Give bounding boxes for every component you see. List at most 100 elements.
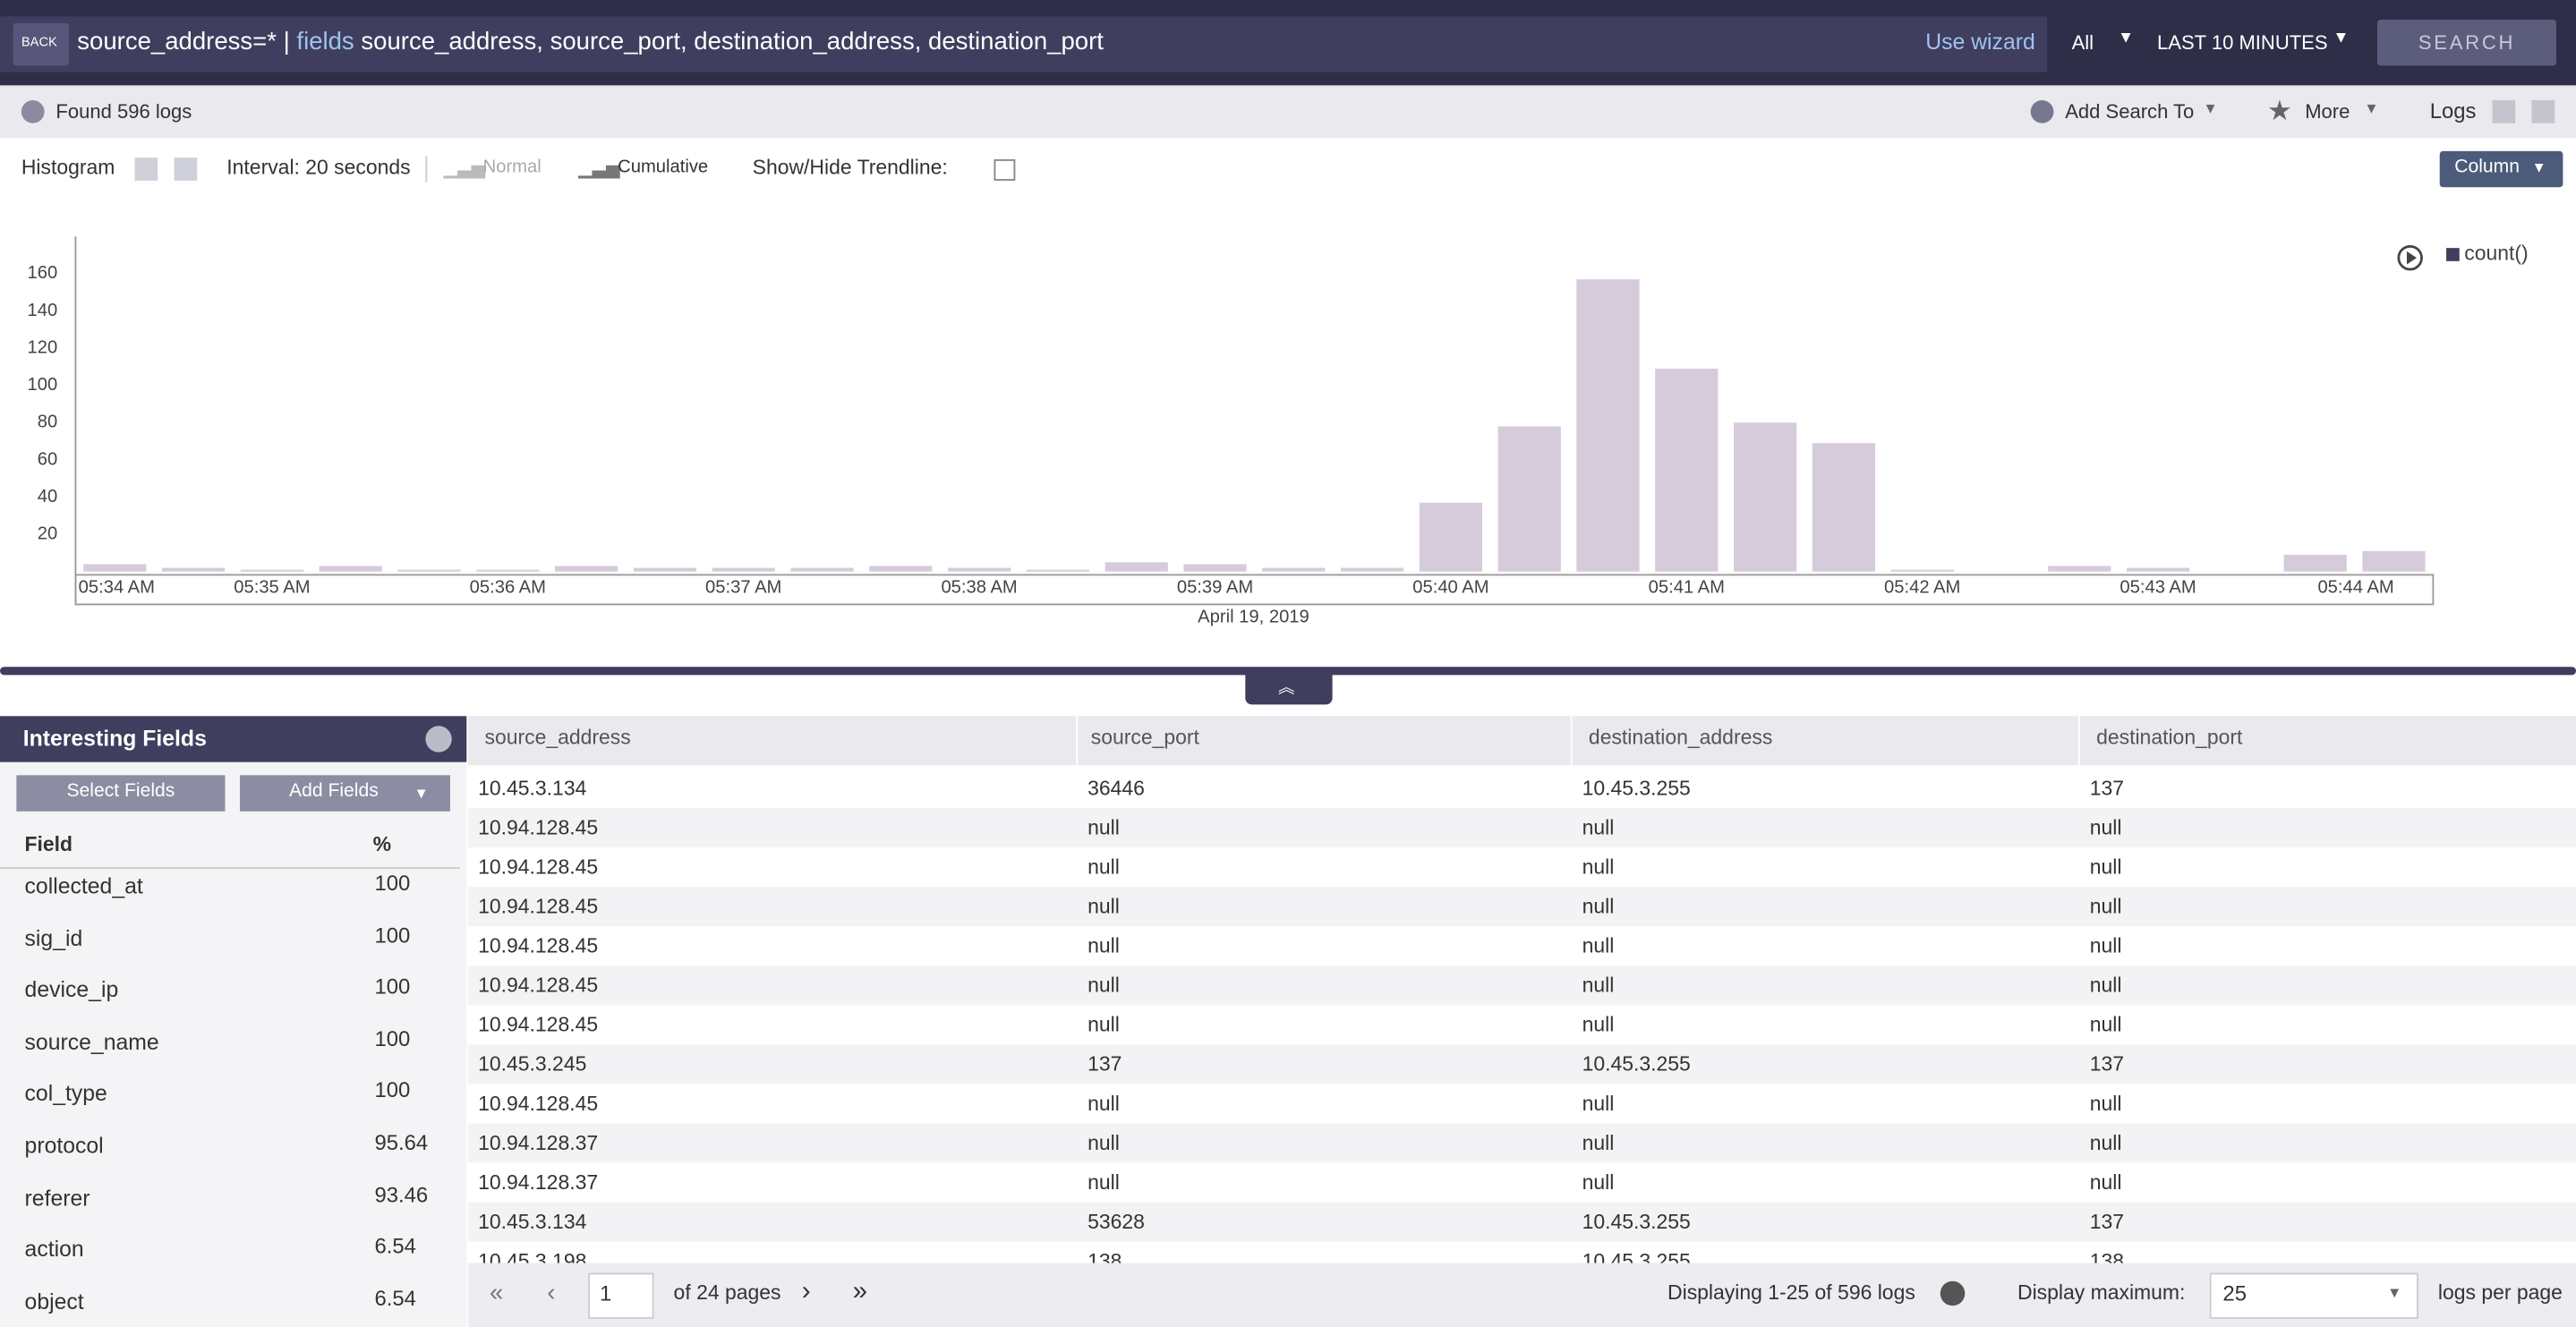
select-fields[interactable]: Select Fields (66, 781, 175, 802)
column-divider (1076, 716, 1079, 766)
divider[interactable] (0, 667, 2576, 676)
query-box[interactable] (0, 16, 2048, 72)
collapse-panel[interactable] (425, 726, 452, 753)
field-name: action (24, 1237, 84, 1263)
x-tick-label: 05:42 AM (1884, 577, 1960, 597)
add-fields-caret[interactable]: ▼ (414, 785, 429, 802)
field-percent: 95.64 (374, 1129, 429, 1155)
bar (1262, 567, 1326, 572)
histogram-label: Histogram (21, 156, 115, 180)
first-page[interactable]: « (489, 1279, 504, 1308)
trendline-checkbox[interactable] (994, 159, 1016, 181)
found-count: Found 596 logs (55, 99, 192, 123)
time-caret[interactable]: ▼ (2333, 30, 2350, 48)
add-fields-button[interactable] (239, 775, 450, 812)
max-select[interactable] (2209, 1272, 2418, 1319)
table-cell: null (1088, 895, 1120, 919)
add-fields[interactable]: Add Fields (289, 781, 379, 802)
column-label[interactable]: Column (2454, 157, 2520, 178)
field-name: referer (24, 1185, 90, 1211)
star-icon[interactable]: ★ (2266, 95, 2292, 127)
time-range[interactable]: LAST 10 MINUTES (2157, 30, 2328, 55)
column-button[interactable] (2439, 150, 2563, 188)
table-cell: null (1088, 855, 1120, 879)
column-header: destination_address (1588, 726, 1773, 749)
scope-caret[interactable]: ▼ (2117, 30, 2135, 48)
more-caret[interactable]: ▼ (2364, 99, 2379, 117)
bar (1105, 562, 1168, 572)
cumulative-icon[interactable]: ▁▃▅ (578, 159, 620, 180)
field-percent: 100 (374, 1025, 411, 1051)
cumulative[interactable]: Cumulative (618, 157, 709, 178)
y-tick-label: 40 (38, 487, 57, 506)
add-search-to[interactable]: Add Search To (2065, 99, 2195, 123)
bar (1419, 502, 1483, 572)
field-percent: 100 (374, 974, 411, 1000)
x-tick-label: 05:39 AM (1177, 577, 1253, 597)
table-cell: 36446 (1088, 777, 1145, 800)
field-name: device_ip (24, 977, 119, 1002)
legend-label: count() (2464, 242, 2528, 265)
row-stripe (468, 1202, 2576, 1242)
next-page[interactable]: › (801, 1278, 811, 1306)
column-caret[interactable]: ▼ (2531, 159, 2546, 176)
use-wizard[interactable]: Use wizard (1925, 30, 2035, 55)
collapse-icon[interactable]: ︽ (1278, 679, 1295, 699)
normal[interactable]: Normal (482, 157, 542, 178)
table-cell: null (1582, 855, 1615, 879)
bar (2126, 567, 2190, 572)
layout-split[interactable] (2492, 99, 2516, 123)
max-caret[interactable]: ▼ (2386, 1284, 2402, 1301)
table-cell: null (2089, 816, 2122, 839)
y-tick-label: 140 (28, 301, 58, 320)
max-value[interactable]: 25 (2222, 1280, 2247, 1306)
back-button[interactable] (13, 22, 70, 66)
table-header (468, 716, 2576, 766)
add-caret[interactable]: ▼ (2203, 99, 2218, 117)
query[interactable]: source_address=* | fields source_address… (77, 28, 1104, 55)
last-page[interactable]: » (852, 1278, 867, 1306)
layout-full[interactable] (2531, 99, 2555, 123)
column-divider (2077, 716, 2080, 766)
play-icon[interactable] (2397, 244, 2423, 271)
table-cell: null (1582, 1013, 1615, 1037)
search-label[interactable]: SEARCH (2418, 30, 2516, 55)
bar (1733, 422, 1797, 572)
prev-page[interactable]: ‹ (547, 1279, 556, 1308)
scope[interactable]: All (2071, 30, 2094, 55)
bar (319, 566, 382, 572)
back-label[interactable]: BACK (21, 34, 57, 50)
bar (162, 567, 226, 572)
hist-toggle-b[interactable] (174, 157, 198, 181)
x-axis-label: April 19, 2019 (1198, 607, 1309, 626)
column-divider (1570, 716, 1573, 766)
page-input[interactable] (588, 1272, 654, 1319)
y-tick-label: 80 (38, 413, 57, 432)
play-triangle[interactable] (2407, 251, 2418, 265)
bar (397, 569, 461, 572)
row-stripe (468, 965, 2576, 1006)
collapse-handle[interactable] (1245, 671, 1333, 705)
normal-icon[interactable]: ▁▃▅ (443, 159, 486, 180)
bar (2283, 555, 2347, 572)
x-tick-label: 05:40 AM (1412, 577, 1488, 597)
bar (1655, 369, 1719, 572)
table-cell: null (1582, 1131, 1615, 1155)
bar (633, 567, 697, 572)
column-header: source_address (484, 726, 631, 749)
more[interactable]: More (2305, 99, 2350, 123)
table-cell: null (1582, 974, 1615, 998)
page-number[interactable]: 1 (599, 1280, 612, 1306)
legend-swatch (2446, 248, 2460, 261)
table-cell: 10.94.128.45 (478, 934, 599, 958)
table-cell: null (1088, 816, 1120, 839)
row-stripe (468, 1123, 2576, 1163)
field-percent: 100 (374, 870, 411, 896)
table-cell: null (1582, 816, 1615, 839)
search-button[interactable] (2376, 20, 2557, 66)
row-stripe (468, 887, 2576, 927)
select-fields-button[interactable] (16, 775, 226, 812)
hist-toggle-a[interactable] (134, 157, 158, 181)
info-icon[interactable] (1940, 1280, 1966, 1306)
y-tick-label: 100 (28, 375, 58, 395)
